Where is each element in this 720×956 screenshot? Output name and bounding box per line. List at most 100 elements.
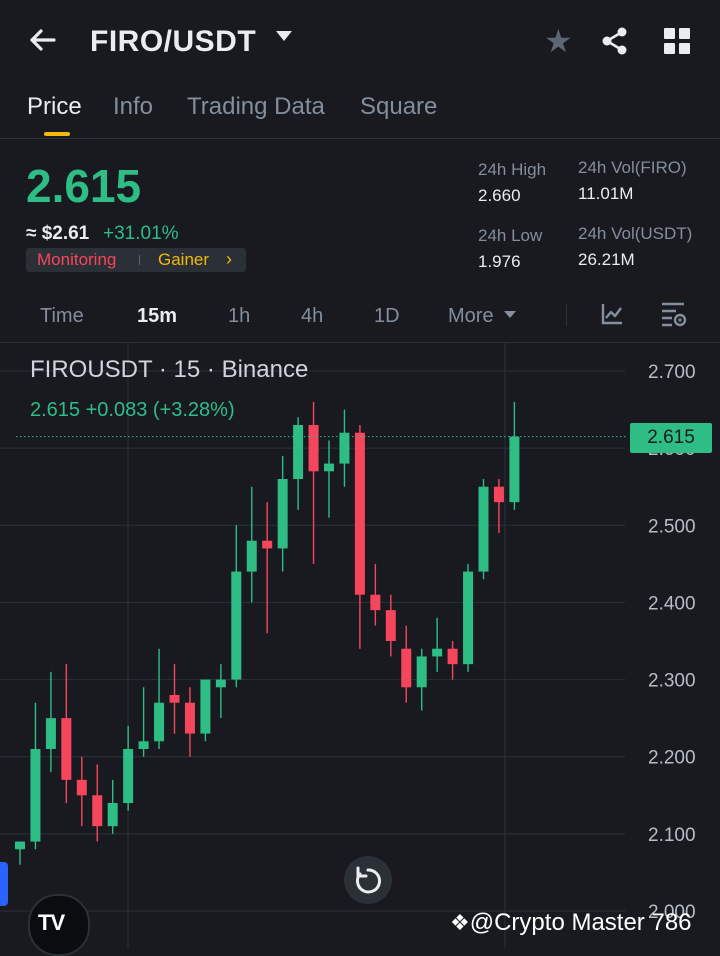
side-toolbar-handle[interactable] [0, 862, 8, 906]
tab-price[interactable]: Price [27, 93, 82, 120]
back-arrow-icon[interactable] [26, 24, 62, 60]
candle [262, 502, 273, 634]
high-value: 2.660 [478, 186, 521, 205]
candle [169, 664, 180, 734]
candle [107, 779, 118, 834]
indicator-icon[interactable] [600, 302, 624, 326]
candle-body [401, 648, 412, 688]
candle-body [354, 432, 365, 595]
candle [432, 617, 443, 672]
candle-body [123, 749, 134, 803]
candle [138, 687, 149, 757]
candle [76, 756, 87, 827]
vol-quote-value: 26.21M [578, 250, 635, 269]
candle [293, 417, 304, 510]
tf-15m[interactable]: 15m [137, 305, 178, 327]
candle-body [200, 679, 211, 734]
tf-more[interactable]: More [448, 305, 494, 327]
caret-down-icon[interactable] [276, 31, 292, 41]
candle-body [169, 695, 180, 703]
tag-bar[interactable]: Monitoring Gainer › [26, 248, 246, 272]
pair-title[interactable]: FIRO/USDT [90, 25, 257, 58]
tab-trading-data[interactable]: Trading Data [187, 93, 325, 120]
y-tick-label: 2.300 [648, 671, 696, 692]
candle-body [385, 610, 396, 641]
share-icon[interactable] [600, 26, 630, 56]
reset-chart-button[interactable] [344, 856, 392, 904]
candle [339, 409, 350, 487]
candle [509, 401, 520, 510]
candle [200, 679, 211, 742]
candle [324, 440, 334, 518]
candle-body [493, 486, 504, 503]
candle [370, 563, 381, 626]
candle-body [15, 841, 25, 850]
chart-settings-icon[interactable] [660, 300, 688, 328]
candle [215, 664, 226, 719]
candle [30, 702, 41, 850]
candle-body [231, 571, 242, 680]
candle-body [45, 718, 56, 749]
candle-body [277, 479, 288, 549]
caret-down-icon[interactable] [504, 311, 516, 318]
candle-body [107, 803, 118, 827]
y-tick-label: 2.400 [648, 593, 696, 614]
tf-time[interactable]: Time [40, 305, 84, 327]
high-label: 24h High [478, 160, 547, 179]
candle-body [215, 679, 226, 688]
candle [416, 648, 427, 711]
chart-quote-line: 2.615 +0.083 (+3.28%) [30, 399, 235, 421]
tag-monitoring[interactable]: Monitoring [37, 250, 117, 269]
candle-body [92, 795, 103, 827]
low-value: 1.976 [478, 252, 521, 271]
vol-base-label: 24h Vol(FIRO) [578, 158, 687, 177]
star-icon[interactable]: ★ [544, 23, 573, 59]
candle [447, 641, 458, 680]
binance-diamond-icon: ❖ [450, 910, 470, 935]
tab-info[interactable]: Info [113, 93, 154, 120]
last-price: 2.615 [26, 160, 142, 212]
y-tick-label: 2.700 [648, 362, 696, 383]
candle [246, 486, 257, 603]
candle-body [416, 656, 427, 688]
grid-icon[interactable] [664, 28, 690, 54]
tag-separator [139, 255, 140, 265]
refresh-icon [356, 866, 381, 894]
candle [184, 687, 195, 757]
tf-1h[interactable]: 1h [228, 305, 251, 327]
candle-body [308, 425, 319, 472]
candle-body [370, 594, 381, 611]
candle-body [463, 571, 474, 665]
candle [15, 841, 25, 865]
chevron-right-icon[interactable]: › [226, 249, 232, 269]
top-bar: FIRO/USDT ★ [0, 0, 720, 80]
candle-body [154, 702, 165, 742]
candle [401, 625, 412, 703]
tab-square[interactable]: Square [360, 93, 438, 120]
usd-price: ≈ $2.61 [26, 223, 90, 244]
candle-body [184, 702, 195, 734]
tag-gainer[interactable]: Gainer [158, 250, 210, 269]
candle-body [478, 486, 489, 572]
candle [478, 479, 489, 580]
y-tick-label: 2.200 [648, 748, 696, 769]
tf-1d[interactable]: 1D [374, 305, 400, 327]
tf-4h[interactable]: 4h [301, 305, 324, 327]
candle [354, 425, 365, 649]
candle-body [432, 648, 443, 657]
candle-body [293, 425, 304, 479]
divider [0, 138, 720, 139]
divider [0, 342, 720, 343]
candle-body [246, 540, 257, 572]
candle-body [447, 648, 458, 665]
candle-body [138, 741, 149, 749]
candle-body [76, 779, 87, 796]
candle [385, 594, 396, 657]
candle [92, 764, 103, 842]
chart-symbol-line: FIROUSDT · 15 · Binance [30, 356, 309, 383]
candle [154, 648, 165, 749]
candle [463, 563, 474, 672]
active-tab-indicator [44, 132, 70, 136]
candle-body [509, 436, 520, 503]
